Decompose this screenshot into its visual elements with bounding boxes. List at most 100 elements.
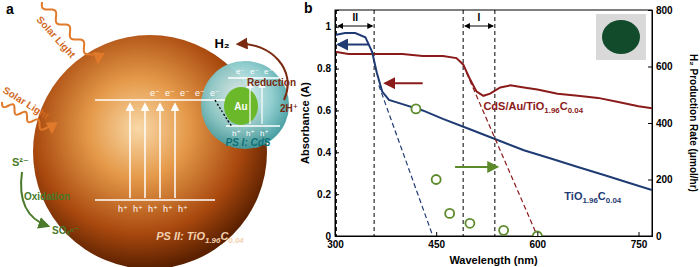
tick-mark	[335, 27, 339, 28]
text-part: C	[598, 190, 606, 202]
y2-axis: 0 200 400 600 800	[648, 5, 673, 242]
series-label: CdS/Au/TiO1.96C0.04	[483, 100, 583, 115]
tick-label: 400	[656, 118, 673, 129]
tick-mark	[436, 232, 437, 236]
product-label: H₂	[214, 36, 229, 51]
transfer-path	[215, 100, 232, 126]
oxidation-label: Oxidation	[24, 191, 70, 202]
subscript: 0.04	[228, 236, 244, 245]
h2-point	[533, 232, 542, 237]
reactant-label: S²⁻	[12, 156, 29, 168]
extrapolation-line	[379, 85, 433, 236]
tick-mark	[648, 180, 652, 181]
tick-label: 0.8	[317, 63, 331, 74]
band-line	[226, 125, 280, 127]
axis-hint-arrow	[338, 44, 368, 46]
ps2-label: PS II: TiO1.96C0.04	[156, 230, 244, 245]
reduction-arrow	[238, 44, 288, 100]
excitation-arrow	[249, 82, 250, 124]
text-part: C	[560, 100, 568, 112]
band-line	[95, 199, 215, 201]
y-tick: 0.8	[317, 63, 339, 74]
y-tick: 0	[325, 231, 339, 242]
panel-label: a	[6, 1, 14, 17]
au-particle	[224, 87, 258, 125]
electron: e⁻	[250, 67, 259, 76]
axis-hint-arrow	[386, 82, 423, 84]
hole: h⁺	[133, 204, 143, 214]
text-part: TiO	[564, 190, 583, 202]
tick-mark	[335, 194, 339, 195]
electron: e⁻	[236, 67, 245, 76]
subscript: 0.04	[606, 196, 622, 205]
tick-label: 1	[325, 21, 331, 32]
panel-label: b	[304, 0, 313, 16]
axis-line	[336, 11, 340, 237]
y2-tick: 400	[648, 118, 673, 129]
tick-mark	[648, 10, 652, 11]
proton-label: 2H⁺	[280, 103, 298, 114]
y2-tick: 0	[648, 231, 662, 242]
tick-mark	[639, 232, 640, 236]
extrapolation-line	[467, 73, 538, 236]
excitation-arrow	[261, 82, 262, 124]
electron: e⁻	[195, 88, 205, 98]
h2-point	[445, 209, 454, 218]
axis-line	[336, 232, 653, 237]
axis-line	[648, 11, 653, 237]
subscript: 1.96	[205, 236, 221, 245]
y2-tick: 200	[648, 174, 673, 185]
subscript: 1.96	[544, 106, 560, 115]
tick-label: 0	[325, 231, 331, 242]
panel-b: IIICdS/Au/TiO1.96C0.04TiO1.96C0.04300450…	[299, 0, 699, 266]
x-tick: 750	[631, 232, 648, 250]
x-tick: 600	[529, 232, 546, 250]
tick-label: 600	[529, 239, 546, 250]
region-boundary	[494, 10, 495, 236]
subscript: 1.96	[582, 196, 598, 205]
au-label: Au	[234, 101, 247, 112]
y-tick: 0.4	[317, 147, 339, 158]
excitation-arrow	[174, 104, 176, 198]
region-boundary	[374, 10, 375, 236]
text-part: CdS/Au/TiO	[483, 100, 544, 112]
tick-mark	[648, 236, 652, 237]
electron: e⁻	[264, 67, 273, 76]
oxidized-label: SOₓⁿ⁻	[52, 225, 79, 236]
h2-point	[411, 104, 420, 113]
tick-mark	[648, 67, 652, 68]
band-line	[95, 99, 225, 101]
h2-point	[465, 219, 474, 228]
y2-tick: 600	[648, 61, 673, 72]
tick-label: 200	[656, 174, 673, 185]
excitation-arrow	[129, 104, 131, 198]
tick-label: 450	[428, 239, 445, 250]
tick-label: 0.6	[317, 105, 331, 116]
cds-sphere	[201, 61, 289, 149]
tick-mark	[335, 69, 339, 70]
hole: h⁺	[163, 204, 173, 214]
y-tick: 0.6	[317, 105, 339, 116]
excitation-arrow	[144, 104, 146, 198]
y-tick: 1	[325, 21, 339, 32]
inset-sample	[602, 20, 640, 54]
y-axis-title: Absorbance (A)	[299, 82, 311, 164]
light-label: Solar Light	[1, 84, 52, 121]
panel-a: e⁻e⁻e⁻e⁻e⁻h⁺h⁺h⁺h⁺h⁺e⁻e⁻e⁻h⁺h⁺h⁺AuSolar …	[1, 1, 298, 267]
inset-photo	[596, 14, 646, 60]
y2-tick: 800	[648, 5, 673, 16]
tick-mark	[648, 123, 652, 124]
subscript: 0.04	[568, 106, 584, 115]
tick-label: 0	[656, 231, 662, 242]
x-tick: 450	[428, 232, 445, 250]
x-axis: 300450600750	[327, 232, 652, 250]
page: {"diagram": { "panel_label": "a", "light…	[0, 0, 700, 267]
tick-label: 800	[656, 5, 673, 16]
plot-marks	[335, 33, 652, 236]
electron: e⁻	[150, 88, 160, 98]
series-label: TiO1.96C0.04	[564, 190, 621, 205]
region-arrow	[465, 26, 493, 27]
plot-frame	[335, 10, 652, 236]
tick-label: 600	[656, 61, 673, 72]
tick-mark	[335, 236, 339, 237]
